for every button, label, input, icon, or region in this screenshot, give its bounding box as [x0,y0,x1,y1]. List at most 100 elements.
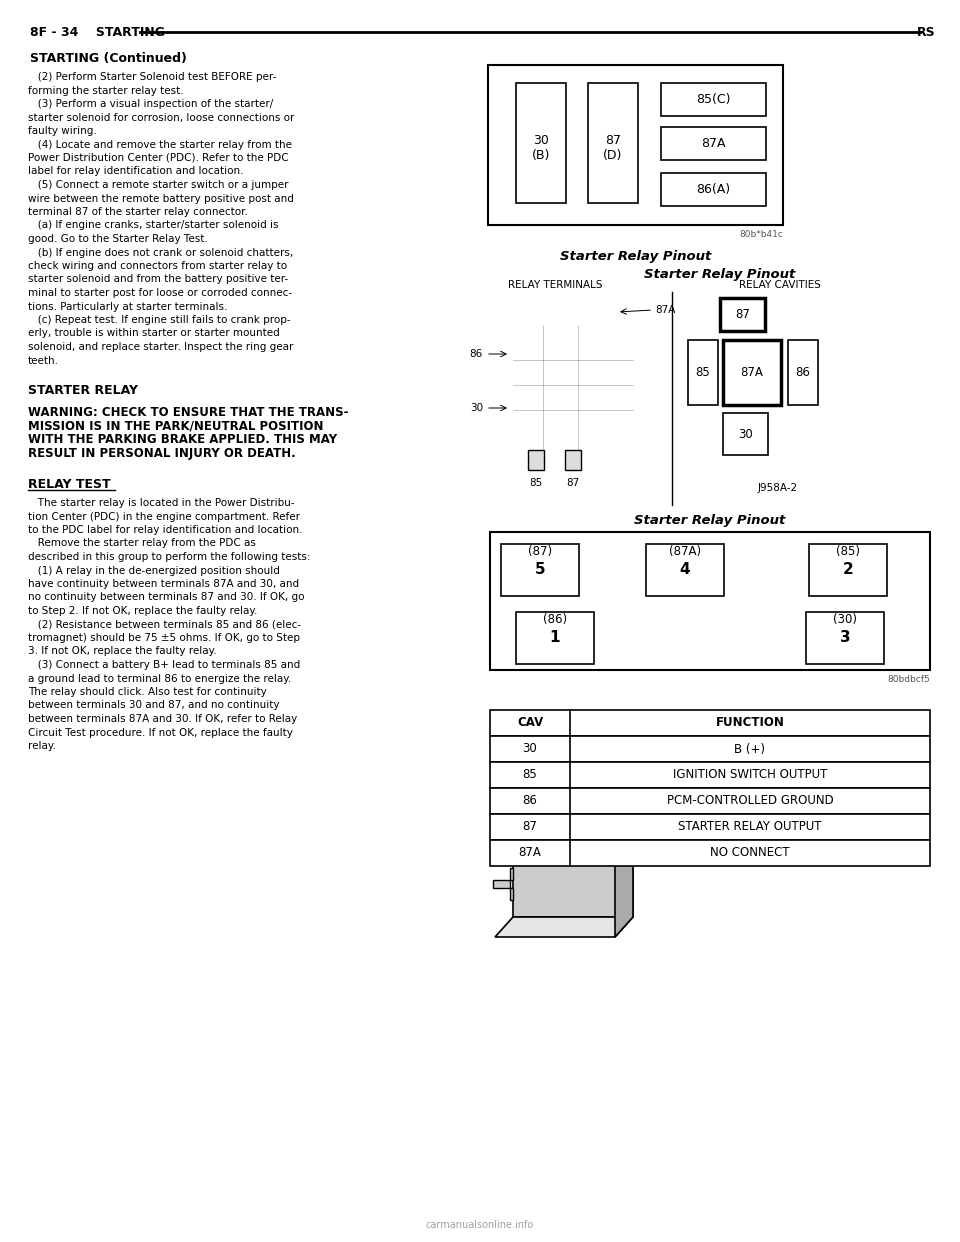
Text: 87A: 87A [701,137,726,150]
Bar [806,612,884,664]
Text: 87: 87 [735,308,750,320]
Text: solenoid, and replace starter. Inspect the ring gear: solenoid, and replace starter. Inspect t… [28,342,294,351]
Bar [516,612,594,664]
Text: RELAY TERMINALS: RELAY TERMINALS [508,279,602,289]
Text: 3: 3 [840,631,851,646]
Text: to Step 2. If not OK, replace the faulty relay.: to Step 2. If not OK, replace the faulty… [28,606,257,616]
Bar [809,544,887,596]
Text: 85: 85 [696,366,710,379]
Text: 85(C): 85(C) [696,93,731,106]
Text: RELAY TEST: RELAY TEST [28,478,110,491]
Bar [723,414,768,455]
Text: minal to starter post for loose or corroded connec-: minal to starter post for loose or corro… [28,288,292,298]
Bar [490,814,930,840]
Text: 30: 30 [738,427,753,441]
Text: teeth.: teeth. [28,355,59,365]
Text: J958A-2: J958A-2 [758,483,798,493]
Text: 87A: 87A [518,847,541,859]
Text: 87A: 87A [740,366,763,379]
Text: (87A): (87A) [669,545,701,559]
Text: 86: 86 [522,795,538,807]
Text: 86: 86 [469,349,483,359]
Text: 1: 1 [550,631,561,646]
Bar [516,83,566,202]
Text: tromagnet) should be 75 ±5 ohms. If OK, go to Step: tromagnet) should be 75 ±5 ohms. If OK, … [28,633,300,643]
Text: erly, trouble is within starter or starter mounted: erly, trouble is within starter or start… [28,328,279,339]
Text: 30
(B): 30 (B) [532,134,550,161]
Text: 8F - 34    STARTING: 8F - 34 STARTING [30,26,165,39]
Text: relay.: relay. [28,741,56,751]
Bar [720,298,765,332]
Text: The starter relay is located in the Power Distribu-: The starter relay is located in the Powe… [28,498,295,508]
Text: 87A: 87A [655,306,676,315]
Text: tion Center (PDC) in the engine compartment. Refer: tion Center (PDC) in the engine compartm… [28,512,300,522]
Text: (87): (87) [528,545,552,559]
Text: forming the starter relay test.: forming the starter relay test. [28,86,183,96]
Text: RESULT IN PERSONAL INJURY OR DEATH.: RESULT IN PERSONAL INJURY OR DEATH. [28,447,296,460]
Bar [661,127,766,160]
Text: label for relay identification and location.: label for relay identification and locat… [28,166,244,176]
Text: STARTER RELAY: STARTER RELAY [28,384,138,397]
Bar [490,840,930,866]
Polygon shape [495,917,633,936]
Text: MISSION IS IN THE PARK/NEUTRAL POSITION: MISSION IS IN THE PARK/NEUTRAL POSITION [28,420,324,432]
Text: Remove the starter relay from the PDC as: Remove the starter relay from the PDC as [28,539,256,549]
Text: (2) Resistance between terminals 85 and 86 (elec-: (2) Resistance between terminals 85 and … [28,620,301,630]
Text: (a) If engine cranks, starter/starter solenoid is: (a) If engine cranks, starter/starter so… [28,221,278,231]
Text: a ground lead to terminal 86 to energize the relay.: a ground lead to terminal 86 to energize… [28,673,291,683]
Bar [646,544,724,596]
Text: STARTING (Continued): STARTING (Continued) [30,52,187,65]
Bar [490,763,930,787]
Text: (5) Connect a remote starter switch or a jumper: (5) Connect a remote starter switch or a… [28,180,289,190]
Text: (86): (86) [543,614,567,626]
Text: 87: 87 [566,478,580,488]
Text: 80bdbcf5: 80bdbcf5 [887,674,930,684]
Text: Starter Relay Pinout: Starter Relay Pinout [560,250,711,263]
Text: Starter Relay Pinout: Starter Relay Pinout [635,514,785,527]
Text: between terminals 87A and 30. If OK, refer to Relay: between terminals 87A and 30. If OK, ref… [28,714,298,724]
Text: 80b*b41c: 80b*b41c [739,230,783,238]
Text: 30: 30 [522,743,538,755]
Text: Starter Relay Pinout: Starter Relay Pinout [644,268,796,281]
Text: The relay should click. Also test for continuity: The relay should click. Also test for co… [28,687,267,697]
Bar [788,340,818,405]
Bar [501,544,579,596]
Polygon shape [493,822,513,854]
Text: WARNING: CHECK TO ENSURE THAT THE TRANS-: WARNING: CHECK TO ENSURE THAT THE TRANS- [28,406,348,419]
Text: 85: 85 [529,478,542,488]
Text: 3. If not OK, replace the faulty relay.: 3. If not OK, replace the faulty relay. [28,647,217,657]
Text: terminal 87 of the starter relay connector.: terminal 87 of the starter relay connect… [28,207,248,217]
Bar [490,787,930,814]
Text: FUNCTION: FUNCTION [715,717,784,729]
Text: 86: 86 [796,366,810,379]
Text: STARTER RELAY OUTPUT: STARTER RELAY OUTPUT [679,821,822,833]
Text: Power Distribution Center (PDC). Refer to the PDC: Power Distribution Center (PDC). Refer t… [28,153,289,163]
Text: to the PDC label for relay identification and location.: to the PDC label for relay identificatio… [28,525,302,535]
Text: NO CONNECT: NO CONNECT [710,847,790,859]
Text: 87
(D): 87 (D) [603,134,623,161]
Text: check wiring and connectors from starter relay to: check wiring and connectors from starter… [28,261,287,271]
Text: (4) Locate and remove the starter relay from the: (4) Locate and remove the starter relay … [28,139,292,149]
Polygon shape [513,792,633,917]
Text: IGNITION SWITCH OUTPUT: IGNITION SWITCH OUTPUT [673,769,828,781]
Text: 30: 30 [469,402,483,414]
Text: Circuit Test procedure. If not OK, replace the faulty: Circuit Test procedure. If not OK, repla… [28,728,293,738]
Text: WITH THE PARKING BRAKE APPLIED. THIS MAY: WITH THE PARKING BRAKE APPLIED. THIS MAY [28,433,337,446]
Text: 87: 87 [522,821,538,833]
Text: have continuity between terminals 87A and 30, and: have continuity between terminals 87A an… [28,579,300,589]
Bar [661,83,766,116]
Text: B (+): B (+) [734,743,765,755]
Bar [490,532,930,669]
Text: starter solenoid and from the battery positive ter-: starter solenoid and from the battery po… [28,274,288,284]
Text: (3) Connect a battery B+ lead to terminals 85 and: (3) Connect a battery B+ lead to termina… [28,660,300,669]
Text: CAV: CAV [516,717,543,729]
Bar [528,450,544,469]
Text: 2: 2 [843,563,853,578]
Bar [490,737,930,763]
Text: good. Go to the Starter Relay Test.: good. Go to the Starter Relay Test. [28,233,207,243]
Text: (30): (30) [833,614,857,626]
Text: (3) Perform a visual inspection of the starter/: (3) Perform a visual inspection of the s… [28,99,274,109]
Text: tions. Particularly at starter terminals.: tions. Particularly at starter terminals… [28,302,228,312]
Bar [688,340,718,405]
Bar [588,83,638,202]
